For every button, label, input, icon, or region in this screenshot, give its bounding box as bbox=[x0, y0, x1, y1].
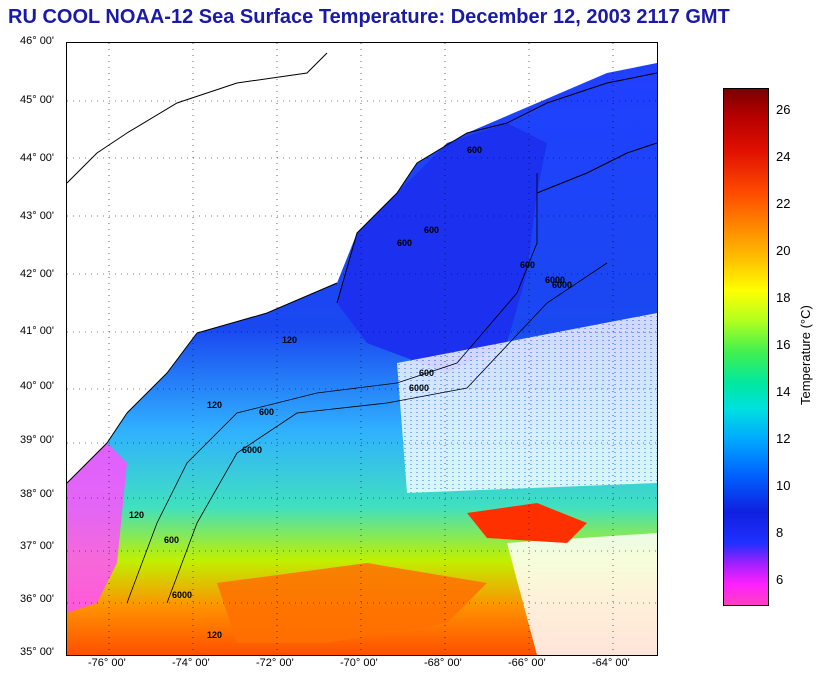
colorbar-label: Temperature (°C) bbox=[798, 305, 813, 405]
lat-label: 40° 00' bbox=[20, 380, 55, 392]
lon-label: -64° 00' bbox=[592, 657, 630, 669]
colorbar-tick: 10 bbox=[776, 478, 791, 493]
temperature-colorbar bbox=[723, 88, 769, 606]
coastal-shelf-cold bbox=[67, 443, 127, 613]
colorbar-tick: 16 bbox=[776, 337, 791, 352]
isobath-label: 120 bbox=[207, 630, 222, 640]
lat-label: 35° 00' bbox=[20, 646, 55, 658]
lon-label: -68° 00' bbox=[424, 657, 462, 669]
isobath-label: 600 bbox=[259, 407, 274, 417]
isobath-label: 600 bbox=[520, 260, 535, 270]
lat-label: 38° 00' bbox=[20, 488, 55, 500]
colorbar-tick: 22 bbox=[776, 196, 791, 211]
gulf-of-maine bbox=[337, 123, 547, 373]
colorbar-tick: 6 bbox=[776, 572, 784, 587]
lat-label: 46° 00' bbox=[20, 35, 55, 47]
isobath-label: 600 bbox=[467, 145, 482, 155]
isobath-label: 6000 bbox=[552, 280, 572, 290]
graticule bbox=[67, 43, 657, 655]
isobath-label: 600 bbox=[419, 368, 434, 378]
lat-label: 37° 00' bbox=[20, 540, 55, 552]
gulf-stream-warm-2 bbox=[217, 563, 487, 643]
lon-label: -70° 00' bbox=[340, 657, 378, 669]
lon-label: -72° 00' bbox=[256, 657, 294, 669]
isobath-label: 120 bbox=[207, 400, 222, 410]
colorbar-tick: 12 bbox=[776, 431, 791, 446]
lat-label: 45° 00' bbox=[20, 94, 55, 106]
lat-label: 42° 00' bbox=[20, 268, 55, 280]
lat-label: 44° 00' bbox=[20, 152, 55, 164]
colorbar-tick: 20 bbox=[776, 243, 791, 258]
isobath-label: 120 bbox=[129, 510, 144, 520]
cloud-cover-east bbox=[397, 313, 657, 493]
coastline bbox=[67, 52, 657, 484]
cloud-cover-south bbox=[507, 533, 657, 655]
lat-label: 43° 00' bbox=[20, 210, 55, 222]
colorbar-tick: 14 bbox=[776, 384, 791, 399]
colorbar-tick: 18 bbox=[776, 290, 791, 305]
colorbar-tick: 26 bbox=[776, 102, 791, 117]
colorbar-tick: 8 bbox=[776, 525, 784, 540]
sst-map[interactable]: 600 600 600 600 6000 6000 600 6000 120 1… bbox=[66, 42, 658, 656]
isobath-label: 6000 bbox=[242, 445, 262, 455]
isobath-label: 600 bbox=[397, 238, 412, 248]
isobath-600 bbox=[126, 173, 538, 604]
lon-label: -66° 00' bbox=[508, 657, 546, 669]
lon-label: -76° 00' bbox=[88, 657, 126, 669]
isobath-label: 120 bbox=[282, 335, 297, 345]
colorbar-tick: 24 bbox=[776, 149, 791, 164]
isobath-label: 6000 bbox=[545, 275, 565, 285]
isobath-label: 6000 bbox=[172, 590, 192, 600]
lat-label: 36° 00' bbox=[20, 593, 55, 605]
isobath-label: 600 bbox=[164, 535, 179, 545]
page-title: RU COOL NOAA-12 Sea Surface Temperature:… bbox=[8, 6, 730, 28]
lat-label: 41° 00' bbox=[20, 325, 55, 337]
isobath-label: 6000 bbox=[409, 383, 429, 393]
lat-label: 39° 00' bbox=[20, 434, 55, 446]
isobath-6000 bbox=[166, 262, 608, 604]
sst-map-canvas: 600 600 600 600 6000 6000 600 6000 120 1… bbox=[67, 43, 657, 655]
isobath-label: 600 bbox=[424, 225, 439, 235]
lon-label: -74° 00' bbox=[172, 657, 210, 669]
gulf-stream-warm bbox=[467, 503, 587, 543]
